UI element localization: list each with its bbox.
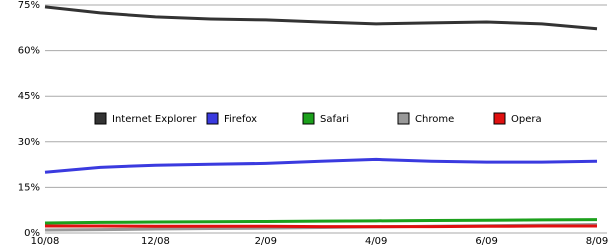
y-tick-label: 75% (18, 0, 40, 11)
legend-label: Opera (511, 114, 542, 125)
legend-label: Firefox (224, 114, 257, 125)
legend-swatch (302, 112, 315, 125)
y-tick-label: 60% (18, 46, 40, 57)
x-tick-label: 8/09 (586, 236, 608, 247)
x-tick-label: 12/08 (141, 236, 170, 247)
x-tick-label: 2/09 (255, 236, 277, 247)
x-tick-label: 4/09 (365, 236, 387, 247)
x-tick-label: 6/09 (475, 236, 497, 247)
x-tick-label: 10/08 (31, 236, 60, 247)
legend-label: Safari (320, 114, 349, 125)
series-line (44, 157, 598, 174)
legend-label: Internet Explorer (112, 114, 197, 125)
legend-swatch (206, 112, 219, 125)
y-tick-label: 0% (24, 228, 40, 239)
series-line (44, 5, 598, 31)
y-tick-label: 30% (18, 137, 40, 148)
legend-swatch (94, 112, 107, 125)
legend-swatch (397, 112, 410, 125)
series-line (44, 218, 598, 225)
y-tick-label: 45% (18, 91, 40, 102)
y-tick-label: 15% (18, 182, 40, 193)
legend-label: Chrome (415, 114, 454, 125)
legend-swatch (493, 112, 506, 125)
series-line (45, 224, 597, 229)
